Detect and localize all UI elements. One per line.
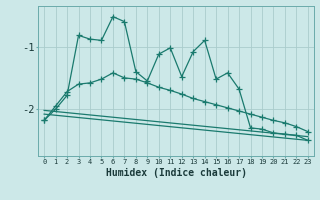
X-axis label: Humidex (Indice chaleur): Humidex (Indice chaleur)	[106, 168, 246, 178]
